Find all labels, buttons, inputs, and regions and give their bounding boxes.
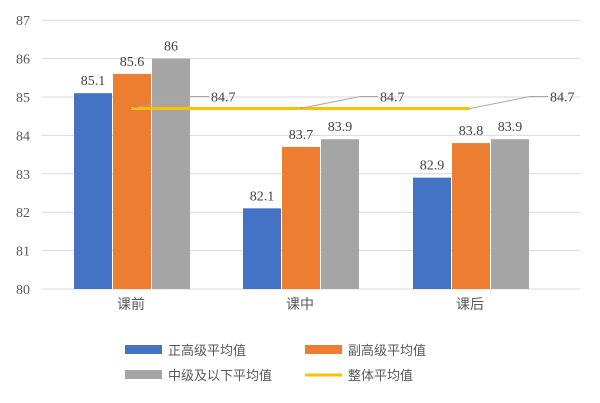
bar <box>452 143 490 289</box>
y-tick-label: 82 <box>16 206 30 221</box>
legend-swatch <box>125 370 162 379</box>
y-tick-label: 86 <box>16 53 30 68</box>
bar <box>413 177 451 289</box>
y-tick-label: 83 <box>16 168 30 183</box>
x-tick-label: 课中 <box>286 297 314 313</box>
y-tick-label: 80 <box>16 283 30 298</box>
bar <box>152 58 190 289</box>
leader-line <box>130 96 209 110</box>
data-label: 86 <box>164 40 178 55</box>
x-tick-label: 课后 <box>456 297 484 313</box>
legend-swatch <box>305 345 342 354</box>
legend-label: 正高级平均值 <box>168 343 246 358</box>
bar <box>321 139 359 289</box>
bar <box>491 139 529 289</box>
data-label: 83.9 <box>328 120 353 135</box>
average-data-label: 84.7 <box>550 91 575 106</box>
y-tick-label: 81 <box>16 245 30 260</box>
legend-label: 中级及以下平均值 <box>168 368 272 383</box>
bar <box>113 73 151 290</box>
legend-label: 副高级平均值 <box>348 343 426 358</box>
bar <box>282 146 320 289</box>
average-data-label: 84.7 <box>380 91 405 106</box>
legend-label: 整体平均值 <box>348 368 413 383</box>
data-label: 85.6 <box>120 55 145 70</box>
y-tick-label: 85 <box>16 91 30 106</box>
data-label: 82.1 <box>250 189 275 204</box>
leader-line <box>469 96 548 110</box>
data-label: 83.8 <box>459 124 484 139</box>
data-label: 83.7 <box>289 128 314 143</box>
average-data-label: 84.7 <box>211 91 236 106</box>
data-label: 85.1 <box>81 74 106 89</box>
y-tick-label: 84 <box>16 129 30 144</box>
y-tick-label: 87 <box>16 14 30 29</box>
x-tick-label: 课前 <box>117 296 145 313</box>
bar <box>243 208 281 289</box>
leader-line <box>299 96 378 110</box>
bar <box>74 93 112 289</box>
data-label: 82.9 <box>420 159 445 174</box>
data-label: 83.9 <box>498 120 523 135</box>
legend-swatch <box>125 345 162 354</box>
